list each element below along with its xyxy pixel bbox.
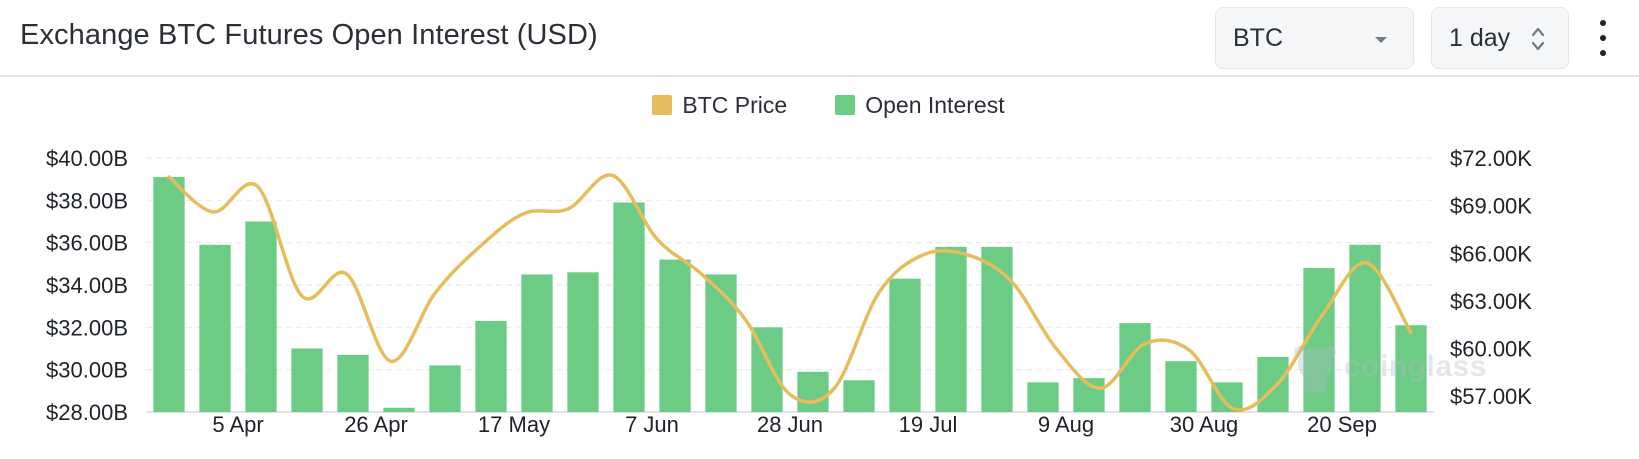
x-tick-label: 20 Sep — [1307, 412, 1377, 437]
x-tick-label: 19 Jul — [899, 412, 958, 437]
legend-label-btc-price: BTC Price — [682, 91, 788, 118]
y-right-tick-label: $66.00K — [1450, 241, 1532, 266]
page-title: Exchange BTC Futures Open Interest (USD) — [20, 19, 598, 51]
y-right-tick-label: $57.00K — [1450, 384, 1532, 409]
chevron-down-icon — [1375, 37, 1387, 43]
bar-open-interest — [429, 365, 461, 412]
y-left-tick-label: $40.00B — [46, 146, 128, 171]
bar-open-interest — [1303, 268, 1335, 412]
bar-open-interest — [567, 272, 599, 412]
bar-open-interest — [291, 348, 323, 412]
y-left-tick-label: $32.00B — [46, 315, 128, 340]
x-tick-label: 30 Aug — [1170, 412, 1239, 437]
interval-select[interactable]: 1 day — [1431, 7, 1569, 69]
x-tick-label: 5 Apr — [212, 412, 263, 437]
y-right-tick-label: $69.00K — [1450, 194, 1532, 219]
bar-open-interest — [1395, 325, 1427, 412]
x-tick-label: 9 Aug — [1038, 412, 1094, 437]
legend-swatch-btc-price — [652, 95, 673, 115]
bar-open-interest — [613, 202, 645, 412]
watermark: coinglass — [1290, 340, 1490, 400]
bar-open-interest — [1349, 244, 1381, 412]
y-left-tick-label: $30.00B — [46, 358, 128, 383]
coin-select-value: BTC — [1233, 24, 1283, 52]
x-tick-label: 26 Apr — [344, 412, 408, 437]
coin-select[interactable]: BTC — [1215, 7, 1414, 69]
y-left-tick-label: $36.00B — [46, 231, 128, 256]
bar-open-interest — [521, 274, 553, 412]
y-right-tick-label: $60.00K — [1450, 337, 1532, 362]
legend-swatch-open-interest — [835, 95, 856, 115]
legend-item-btc-price[interactable]: BTC Price — [652, 90, 787, 120]
bar-open-interest — [797, 371, 829, 412]
bar-open-interest — [935, 246, 967, 412]
bar-open-interest — [337, 354, 369, 412]
line-btc-price — [167, 173, 1413, 412]
x-tick-label: 28 Jun — [757, 412, 823, 437]
more-options-icon[interactable] — [1591, 18, 1615, 58]
bar-open-interest — [245, 221, 277, 412]
interval-select-value: 1 day — [1449, 24, 1511, 52]
chart-header: Exchange BTC Futures Open Interest (USD)… — [0, 0, 1639, 77]
bar-open-interest — [659, 259, 691, 412]
bar-open-interest — [889, 278, 921, 412]
bar-open-interest — [1027, 382, 1059, 412]
up-down-chevron-icon — [1531, 27, 1545, 51]
coinglass-logo-icon — [1294, 346, 1336, 392]
bar-open-interest — [475, 320, 507, 412]
legend-item-open-interest[interactable]: Open Interest — [835, 90, 1005, 120]
bar-open-interest — [153, 177, 185, 412]
x-tick-label: 17 May — [478, 412, 550, 437]
y-right-tick-label: $72.00K — [1450, 146, 1532, 171]
bar-open-interest — [199, 244, 231, 412]
legend-label-open-interest: Open Interest — [865, 91, 1005, 118]
bar-open-interest — [1257, 356, 1289, 412]
bar-open-interest — [843, 380, 875, 412]
y-left-tick-label: $38.00B — [46, 188, 128, 213]
watermark-text: coinglass — [1344, 350, 1487, 383]
bar-open-interest — [705, 274, 737, 412]
y-left-tick-label: $34.00B — [46, 273, 128, 298]
x-tick-label: 7 Jun — [625, 412, 679, 437]
y-right-tick-label: $63.00K — [1450, 289, 1532, 314]
bar-open-interest — [383, 407, 415, 412]
y-left-tick-label: $28.00B — [46, 400, 128, 425]
chart-legend: BTC Price Open Interest — [0, 90, 1639, 120]
bar-open-interest — [981, 246, 1013, 412]
bar-open-interest — [1165, 361, 1197, 412]
